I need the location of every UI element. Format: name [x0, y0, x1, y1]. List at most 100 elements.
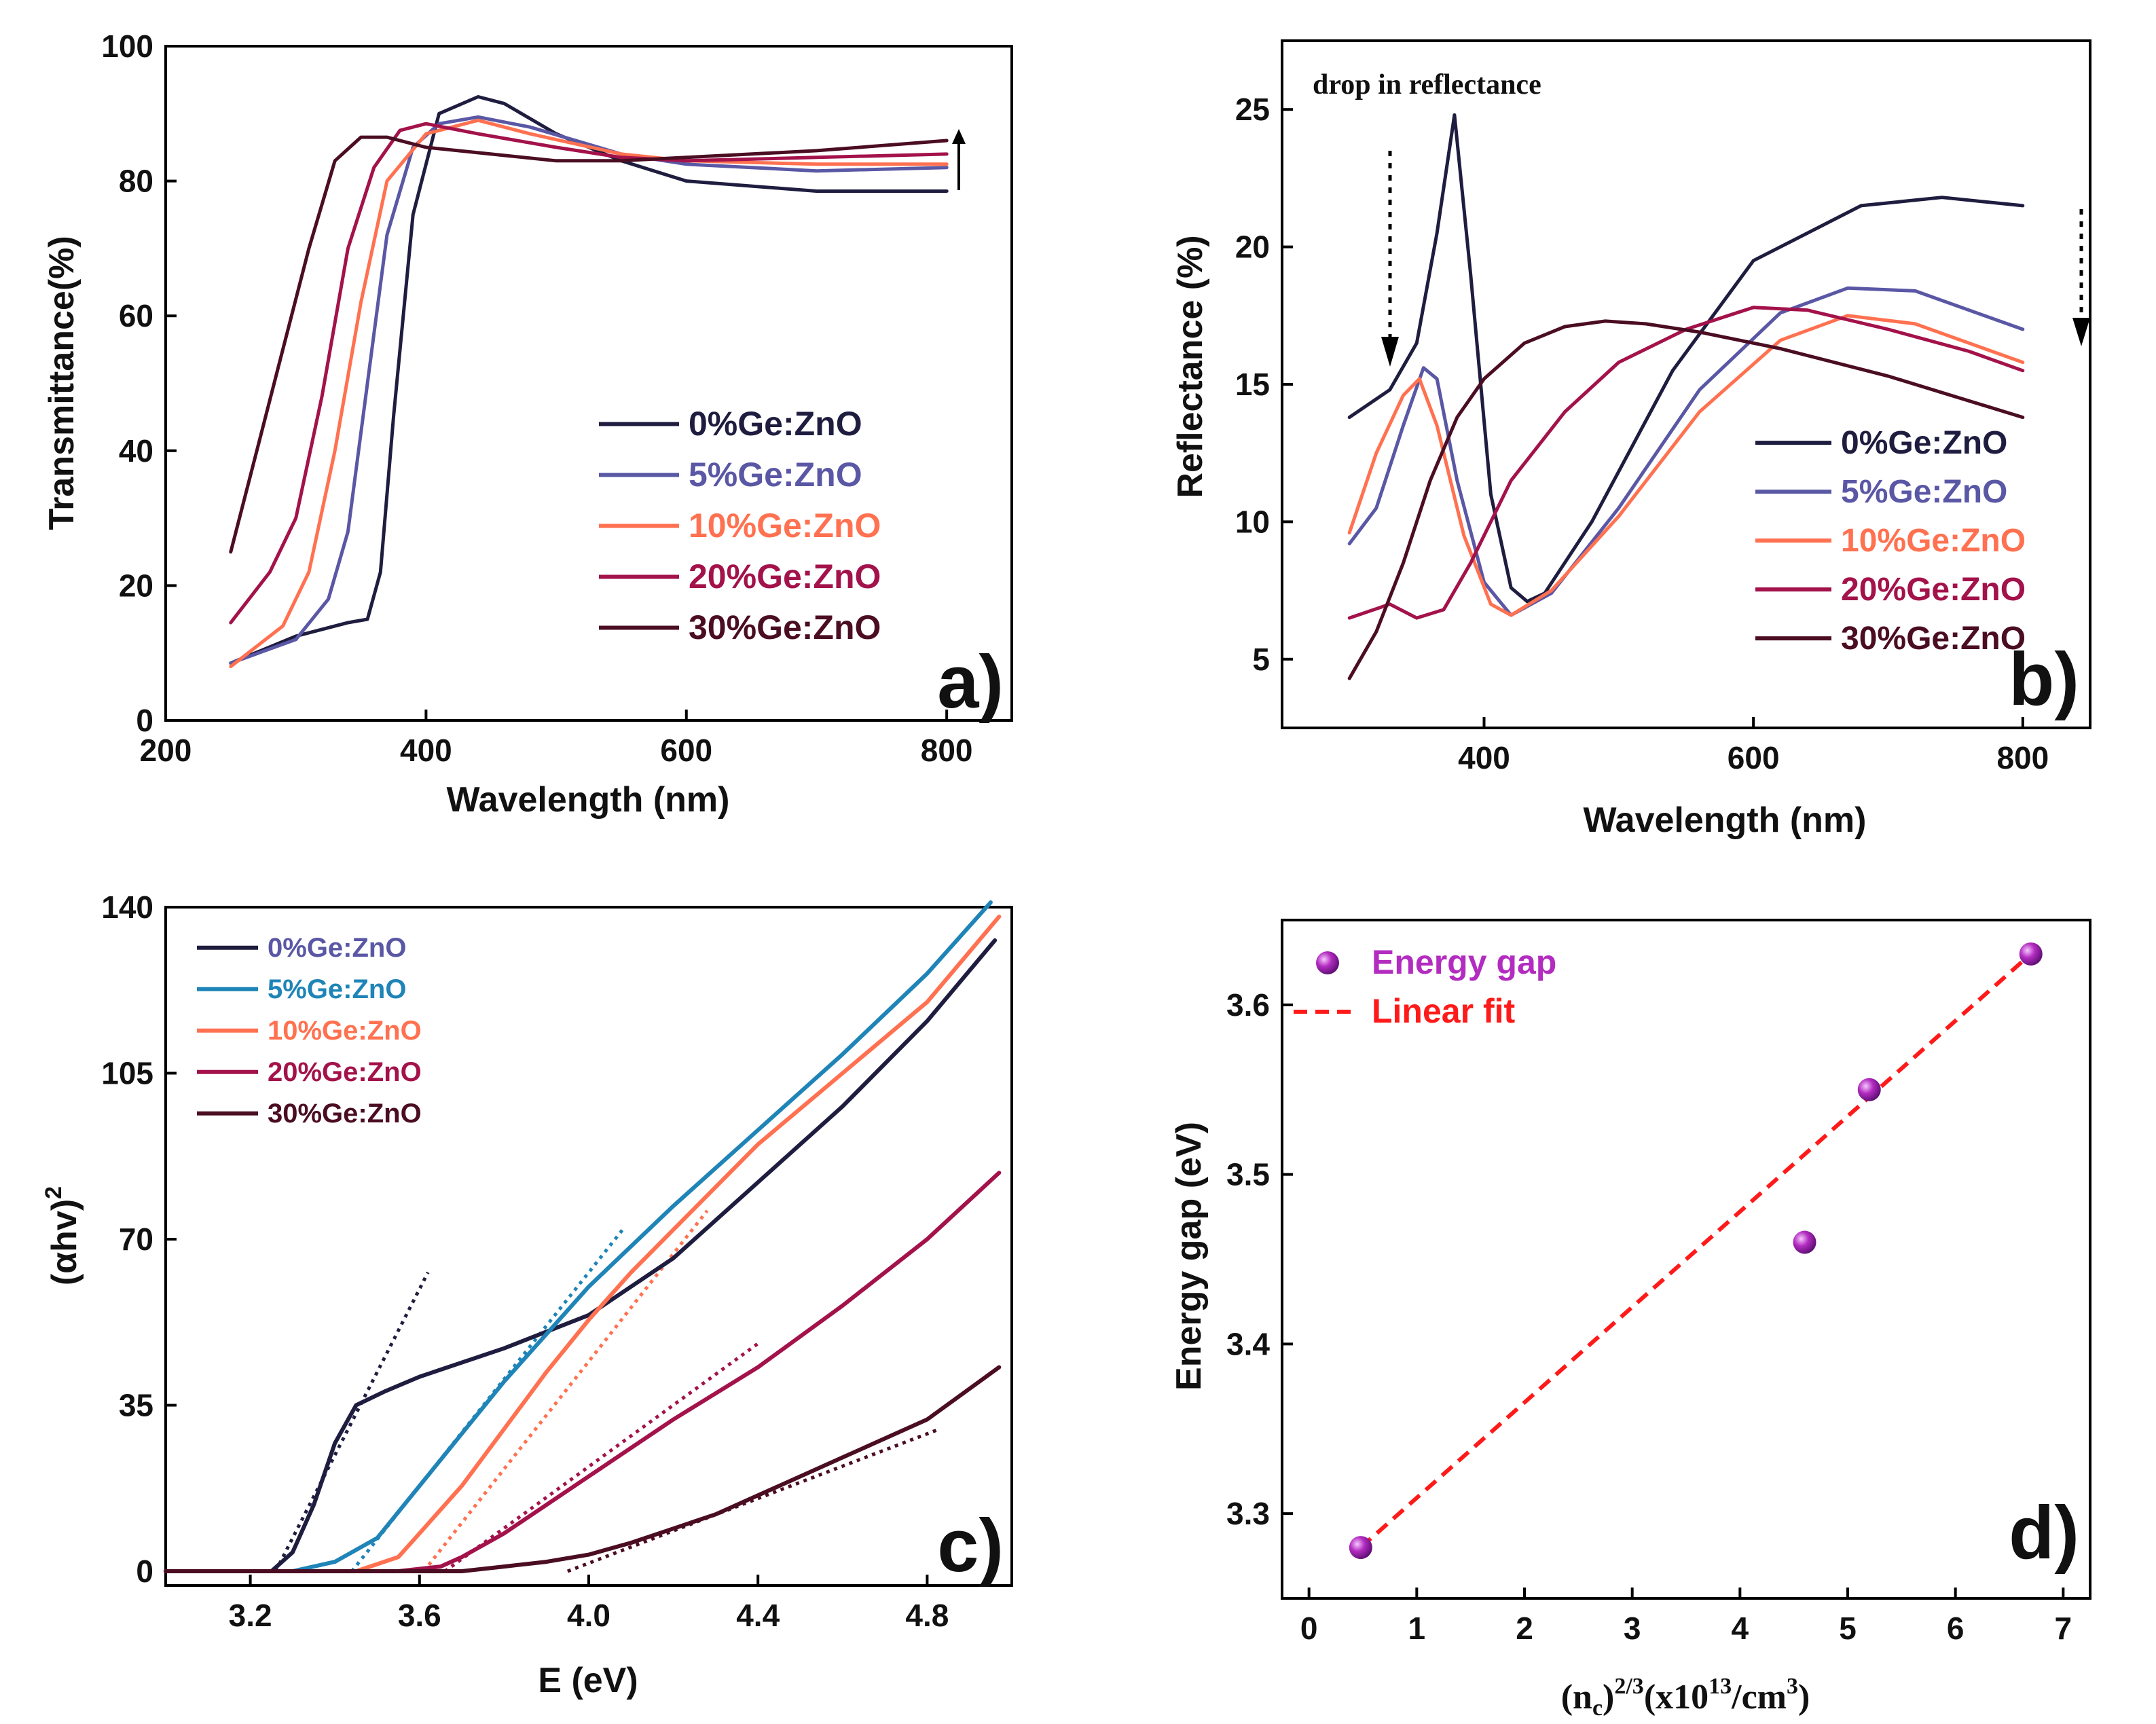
panel-b-drop-arrow-left-head — [1381, 337, 1399, 367]
panel-a-legend: 0%Ge:ZnO 5%Ge:ZnO 10%Ge:ZnO 20%Ge:ZnO 30%Ge:… — [599, 405, 881, 646]
panel-b-ticks: 400 600 800 5 10 15 20 25 — [1235, 92, 2049, 775]
panel-c-xtick-label: 3.6 — [398, 1598, 441, 1633]
panel-d-xlabel-d: /cm — [1731, 1678, 1787, 1717]
panel-c-ytick-label: 35 — [119, 1388, 153, 1423]
panel-b: 400 600 800 5 10 15 20 25 Reflectance (%) Wavel… — [1171, 39, 2091, 840]
panel-d-xlabel-sub: c — [1592, 1695, 1603, 1721]
panel-a-xtick-label: 600 — [660, 733, 712, 768]
panel-a-legend-label: 30%Ge:ZnO — [689, 608, 881, 646]
panel-c-ylabel: (αhv)2 — [41, 1186, 84, 1285]
panel-a-xtick-label: 800 — [921, 733, 973, 768]
panel-d-ytick-label: 3.4 — [1226, 1326, 1270, 1361]
panel-d-data-point — [1793, 1230, 1816, 1254]
panel-d-xtick-label: 3 — [1624, 1611, 1641, 1646]
panel-b-ytick-label: 15 — [1235, 367, 1270, 402]
panel-b-series — [1347, 113, 2025, 680]
panel-b-legend-label: 10%Ge:ZnO — [1841, 523, 2026, 559]
panel-b-xlabel: Wavelength (nm) — [1584, 801, 1867, 840]
panel-a-series — [229, 95, 949, 669]
panel-a-xlabel: Wavelength (nm) — [447, 780, 730, 820]
panel-d-fit — [1359, 952, 2032, 1549]
panel-d-xtick-label: 5 — [1839, 1611, 1857, 1646]
panel-d-xtick-label: 4 — [1732, 1611, 1749, 1646]
panel-d-data-point — [1349, 1536, 1372, 1560]
panel-c-series-10pct — [164, 915, 1002, 1573]
panel-a-xtick-label: 200 — [140, 733, 192, 768]
panel-d-xtick-label: 0 — [1300, 1611, 1318, 1646]
panel-a-series-30pct — [229, 135, 949, 554]
panel-d-xlabel-e: ) — [1798, 1678, 1810, 1717]
panel-d-ytick-label: 3.6 — [1226, 987, 1270, 1023]
panel-c-legend-label: 0%Ge:ZnO — [268, 933, 406, 963]
panel-b-legend-label: 20%Ge:ZnO — [1841, 572, 2026, 608]
panel-c-series-5pct — [164, 900, 993, 1573]
panel-a-series-20pct — [229, 122, 949, 625]
panel-d-xlabel-c: (x10 — [1644, 1678, 1709, 1717]
panel-b-ytick-label: 10 — [1235, 504, 1270, 539]
panel-d-xlabel-sup: 2/3 — [1614, 1674, 1643, 1699]
panel-d-xtick-label: 2 — [1516, 1611, 1533, 1646]
panel-a-ytick-label: 0 — [136, 703, 153, 738]
panel-c-legend-label: 20%Ge:ZnO — [268, 1057, 422, 1087]
panel-a-ytick-label: 80 — [119, 164, 153, 199]
panel-c-ticks: 3.2 3.6 4.0 4.4 4.8 0 35 70 105 140 — [101, 889, 949, 1633]
panel-a-ytick-label: 60 — [119, 298, 153, 333]
panel-c-xtick-label: 3.2 — [229, 1598, 272, 1633]
panel-d-xlabel: (nc)2/3(x1013/cm3) — [1561, 1674, 1810, 1721]
panel-b-legend-label: 5%Ge:ZnO — [1841, 474, 2007, 510]
panel-b-series-10pct — [1347, 314, 2025, 617]
panel-c-ytick-label: 140 — [101, 889, 153, 925]
panel-d-xlabel-sup3: 3 — [1787, 1674, 1798, 1699]
panel-b-ytick-label: 25 — [1235, 92, 1270, 127]
panel-c-xtick-label: 4.0 — [567, 1598, 610, 1633]
panel-b-ytick-label: 20 — [1235, 230, 1270, 265]
panel-a-xtick-label: 400 — [400, 733, 452, 768]
panel-d-points — [1349, 942, 2043, 1560]
panel-d-xlabel-a: (n — [1561, 1678, 1592, 1717]
panel-a-ylabel: Transmittance(%) — [42, 236, 81, 530]
panel-b-annotation: drop in reflectance — [1313, 69, 1541, 100]
panel-c-ytick-label: 105 — [101, 1056, 153, 1091]
panel-a-letter: a) — [937, 640, 1004, 724]
panel-b-legend-label: 30%Ge:ZnO — [1841, 621, 2026, 657]
panel-a-legend-label: 5%Ge:ZnO — [689, 456, 862, 494]
panel-b-legend: 0%Ge:ZnO 5%Ge:ZnO 10%Ge:ZnO 20%Ge:ZnO 30%Ge:… — [1755, 425, 2026, 657]
panel-d-ytick-label: 3.3 — [1226, 1496, 1270, 1531]
panel-c-tangents — [274, 1209, 940, 1573]
panel-d-ticks: 0 1 2 3 4 5 6 7 3.3 3.4 3.5 3.6 — [1226, 987, 2072, 1646]
panel-c-legend: 0%Ge:ZnO 5%Ge:ZnO 10%Ge:ZnO 20%Ge:ZnO 30%Ge:… — [197, 933, 422, 1129]
panel-d-frame — [1281, 919, 2091, 1600]
panel-c-tangent-0pct — [274, 1271, 430, 1573]
panel-d-legend-label: Energy gap — [1372, 943, 1556, 981]
panel-c-ylabel-main: (αhv) — [45, 1199, 84, 1285]
panel-d-xtick-label: 1 — [1408, 1611, 1426, 1646]
panel-c-xlabel: E (eV) — [538, 1661, 638, 1700]
panel-d-data-point — [2019, 942, 2043, 966]
panel-a-series-0pct — [229, 95, 949, 665]
panel-b-ytick-label: 5 — [1252, 642, 1270, 677]
panel-d-letter: d) — [2009, 1491, 2079, 1575]
panel-c-tangent-10pct — [422, 1209, 709, 1573]
panel-a-up-arrow-head — [952, 129, 966, 144]
panel-c-series — [164, 900, 1002, 1573]
panel-c-tangent-30pct — [566, 1427, 940, 1573]
panel-a-ytick-label: 40 — [119, 433, 153, 469]
panel-c-series-30pct — [164, 1365, 1002, 1573]
panel-c-xtick-label: 4.8 — [905, 1598, 949, 1633]
panel-c-ytick-label: 0 — [136, 1554, 153, 1589]
panel-d-xtick-label: 7 — [2055, 1611, 2072, 1646]
panel-d-ytick-label: 3.5 — [1226, 1157, 1270, 1192]
panel-b-xtick-label: 400 — [1458, 740, 1510, 775]
panel-c-tangent-20pct — [443, 1342, 759, 1573]
panel-c-ylabel-sup: 2 — [41, 1186, 67, 1199]
panel-c-legend-label: 10%Ge:ZnO — [268, 1016, 422, 1046]
panel-b-legend-label: 0%Ge:ZnO — [1841, 425, 2007, 461]
panel-b-series-20pct — [1347, 306, 2025, 620]
panel-d-legend: Energy gap Linear fit — [1294, 943, 1556, 1030]
panel-b-series-0pct — [1347, 113, 2025, 604]
panel-a-legend-label: 0%Ge:ZnO — [689, 405, 862, 443]
panel-d-legend-label: Linear fit — [1372, 992, 1515, 1030]
panel-a-legend-label: 20%Ge:ZnO — [689, 557, 881, 595]
panel-c-letter: c) — [937, 1504, 1004, 1588]
